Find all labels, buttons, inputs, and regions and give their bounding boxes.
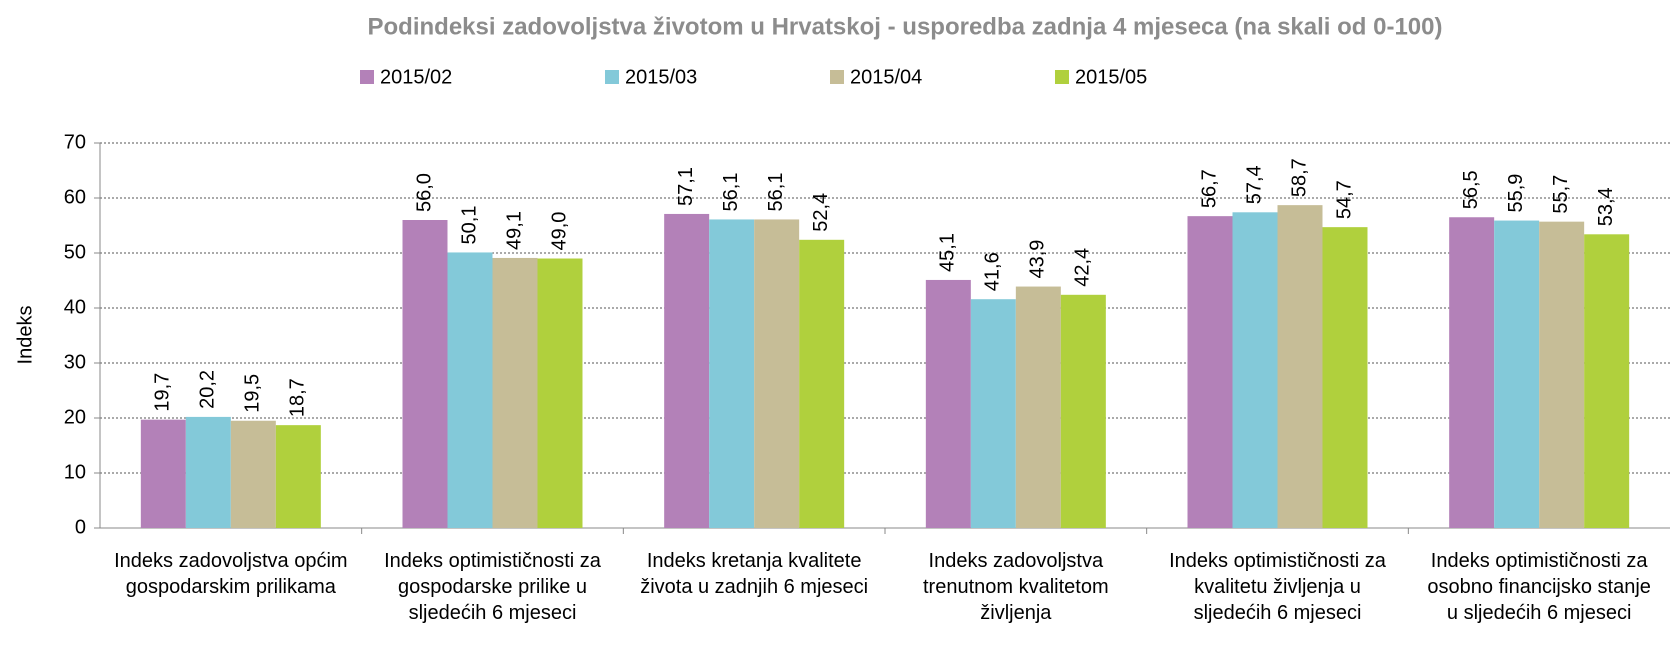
data-label: 49,1 <box>503 211 525 250</box>
legend-label: 2015/02 <box>380 66 452 88</box>
legend-swatch <box>360 70 374 84</box>
bar <box>402 220 448 528</box>
data-label: 20,2 <box>197 370 219 409</box>
data-label: 55,9 <box>1505 174 1527 213</box>
data-label: 55,7 <box>1550 175 1572 214</box>
data-label: 56,1 <box>720 173 742 212</box>
y-tick-label: 60 <box>64 186 86 208</box>
x-tick-label: Indeks optimističnosti za gospodarske pr… <box>384 550 601 624</box>
bar <box>709 219 755 528</box>
x-tick-label: Indeks optimističnosti za osobno financi… <box>1427 550 1651 624</box>
bar <box>185 416 231 528</box>
data-label: 19,7 <box>152 373 174 412</box>
x-tick-label: Indeks optimističnosti za kvalitetu živl… <box>1169 550 1386 624</box>
bar <box>754 219 800 528</box>
bar <box>1060 294 1106 528</box>
bar <box>1277 205 1323 528</box>
legend-label: 2015/05 <box>1075 66 1147 88</box>
data-label: 50,1 <box>458 206 480 245</box>
data-label: 56,7 <box>1198 169 1220 208</box>
data-label: 57,4 <box>1243 165 1265 204</box>
legend-swatch <box>1055 70 1069 84</box>
bar <box>1494 220 1540 529</box>
bar <box>275 425 321 528</box>
bar <box>1187 216 1233 528</box>
bar <box>1015 286 1061 528</box>
y-tick-label: 40 <box>64 296 86 318</box>
data-label: 42,4 <box>1072 248 1094 287</box>
data-label: 56,1 <box>765 173 787 212</box>
y-tick-label: 20 <box>64 406 86 428</box>
data-label: 54,7 <box>1333 180 1355 219</box>
data-label: 58,7 <box>1288 158 1310 197</box>
data-label: 18,7 <box>287 378 309 417</box>
legend-swatch <box>830 70 844 84</box>
data-label: 41,6 <box>982 252 1004 291</box>
data-label: 57,1 <box>675 167 697 206</box>
x-tick-label: Indeks kretanja kvalitete života u zadnj… <box>640 550 869 598</box>
data-label: 56,0 <box>413 173 435 212</box>
bar <box>492 257 538 528</box>
y-tick-label: 50 <box>64 241 86 263</box>
bar <box>664 213 710 528</box>
bar <box>1539 221 1585 528</box>
legend-swatch <box>605 70 619 84</box>
legend-label: 2015/04 <box>850 66 922 88</box>
bar <box>970 299 1016 528</box>
legend-label: 2015/03 <box>625 66 697 88</box>
x-tick-label: Indeks zadovoljstva trenutnom kvalitetom… <box>923 550 1109 624</box>
data-label: 19,5 <box>242 374 264 413</box>
y-axis-label: Indeks <box>14 306 36 365</box>
bar <box>447 252 493 528</box>
y-tick-label: 70 <box>64 131 86 153</box>
bar <box>1449 217 1495 528</box>
data-label: 56,5 <box>1460 170 1482 209</box>
data-label: 45,1 <box>937 233 959 272</box>
bar <box>537 258 583 528</box>
x-tick-label: Indeks zadovoljstva općim gospodarskim p… <box>114 550 348 598</box>
chart-title: Podindeksi zadovoljstva životom u Hrvats… <box>368 13 1443 40</box>
bar <box>230 420 276 528</box>
data-label: 49,0 <box>548 212 570 251</box>
bar <box>799 239 845 529</box>
bar <box>925 279 971 528</box>
data-label: 53,4 <box>1595 187 1617 226</box>
bar <box>1322 227 1368 528</box>
data-label: 52,4 <box>810 193 832 232</box>
bar <box>140 419 186 528</box>
y-tick-label: 10 <box>64 461 86 483</box>
bar <box>1584 234 1630 529</box>
y-tick-label: 30 <box>64 351 86 373</box>
y-tick-label: 0 <box>75 516 86 538</box>
bar <box>1232 212 1278 529</box>
data-label: 43,9 <box>1027 240 1049 279</box>
